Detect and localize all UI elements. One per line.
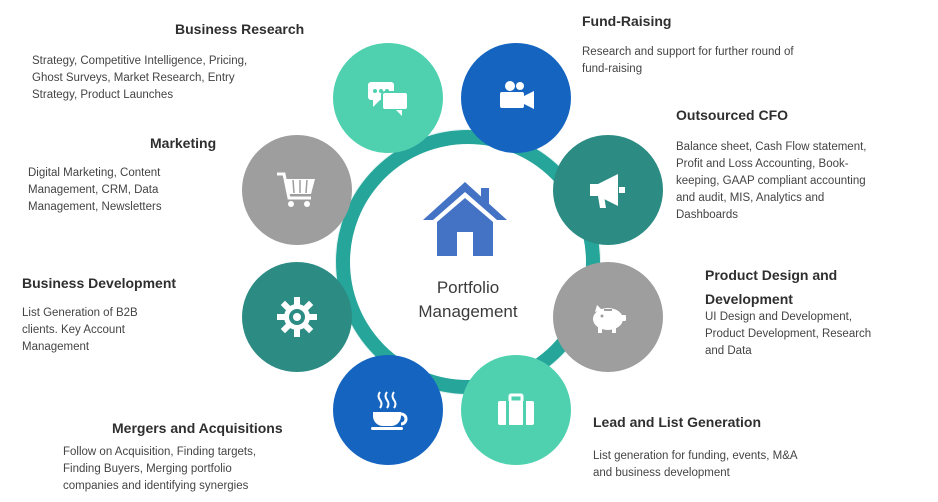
lead-generation-node xyxy=(461,355,571,465)
piggy-bank-icon xyxy=(593,305,626,333)
gear-icon xyxy=(277,297,317,337)
business-research-node xyxy=(333,43,443,153)
house-icon xyxy=(423,182,507,256)
business-development-description: List Generation of B2B clients. Key Acco… xyxy=(22,307,138,353)
outsourced-cfo-node xyxy=(553,135,663,245)
product-design-title: Product Design and Development xyxy=(705,267,838,307)
outsourced-cfo-description: Balance sheet, Cash Flow statement, Prof… xyxy=(676,141,867,221)
business-research-title: Business Research xyxy=(175,21,305,37)
business-development-node xyxy=(242,262,352,372)
coffee-cup-icon xyxy=(371,391,408,430)
chat-bubbles-icon xyxy=(368,82,409,116)
lead-generation-title: Lead and List Generation xyxy=(593,414,762,430)
lead-generation-description: List generation for funding, events, M&A… xyxy=(593,450,798,479)
fund-raising-node xyxy=(461,43,571,153)
product-design-node xyxy=(553,262,663,372)
business-development-title: Business Development xyxy=(22,275,177,291)
mergers-title: Mergers and Acquisitions xyxy=(112,420,283,436)
video-camera-icon xyxy=(500,81,534,109)
megaphone-icon xyxy=(590,174,625,208)
center-title: Portfolio Management xyxy=(418,278,518,321)
mergers-node xyxy=(333,355,443,465)
business-research-description: Strategy, Competitive Intelligence, Pric… xyxy=(32,55,248,101)
marketing-title: Marketing xyxy=(150,135,217,151)
outsourced-cfo-title: Outsourced CFO xyxy=(676,107,789,123)
marketing-description: Digital Marketing, Content Management, C… xyxy=(28,167,162,213)
marketing-node xyxy=(242,135,352,245)
fund-raising-description: Research and support for further round o… xyxy=(582,46,794,75)
product-design-description: UI Design and Development, Product Devel… xyxy=(705,311,872,357)
shopping-cart-icon xyxy=(277,172,315,207)
briefcase-icon xyxy=(498,393,534,425)
mergers-description: Follow on Acquisition, Finding targets, … xyxy=(63,446,257,492)
fund-raising-title: Fund-Raising xyxy=(582,13,672,29)
